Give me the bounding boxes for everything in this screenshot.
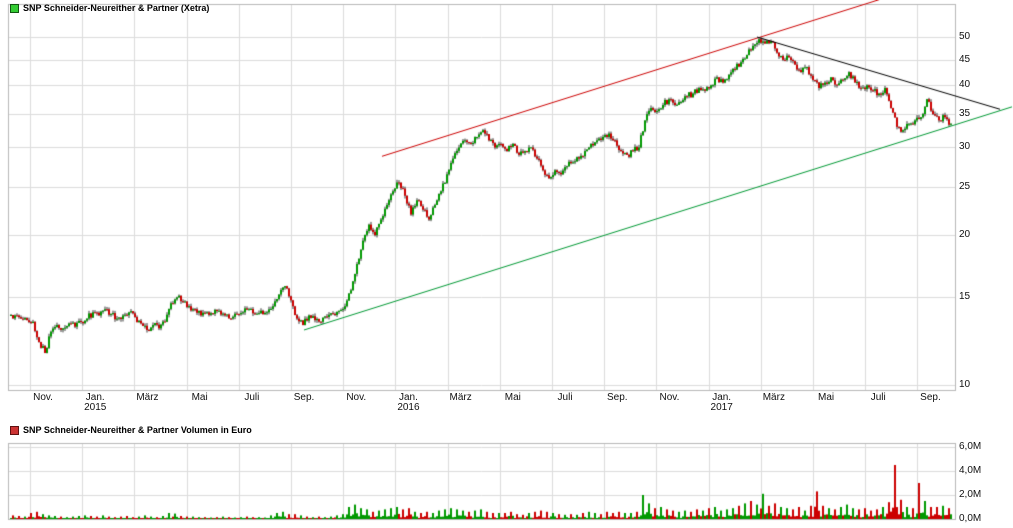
price-chart-legend: SNP Schneider-Neureither & Partner (Xetr… (10, 3, 209, 13)
price-chart-title: SNP Schneider-Neureither & Partner (Xetr… (23, 3, 210, 13)
volume-chart-title: SNP Schneider-Neureither & Partner Volum… (23, 425, 252, 435)
volume-series-marker-icon (10, 425, 19, 435)
volume-chart-legend: SNP Schneider-Neureither & Partner Volum… (10, 425, 252, 435)
price-series-marker-icon (10, 3, 19, 13)
